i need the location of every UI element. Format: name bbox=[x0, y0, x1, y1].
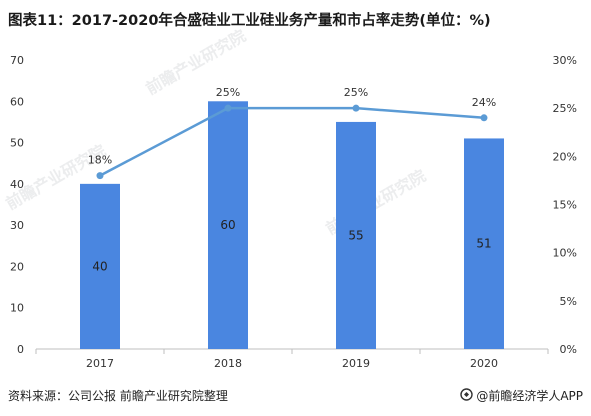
line-value-label: 25% bbox=[216, 86, 240, 99]
y-left-tick-label: 0 bbox=[17, 343, 24, 356]
bar bbox=[464, 138, 504, 349]
data-labels: 40 60 55 51 18% 25% 25% 24% bbox=[88, 86, 496, 273]
bar-value-label: 60 bbox=[220, 218, 235, 232]
bar bbox=[80, 183, 120, 349]
y-right-tick-label: 15% bbox=[553, 199, 577, 212]
y-left-tick-label: 20 bbox=[10, 260, 24, 273]
bar bbox=[336, 121, 376, 349]
line-point bbox=[224, 104, 232, 112]
share-line bbox=[99, 106, 485, 177]
brand-credit: @前瞻经济学人APP bbox=[460, 387, 583, 404]
y-right-tick-label: 0% bbox=[560, 343, 577, 356]
y-right-tick-label: 25% bbox=[553, 102, 577, 115]
chart-axes: 2017 2018 2019 2020 0 10 20 30 40 50 60 70 0% 5% 10% 15… bbox=[10, 54, 577, 370]
bar bbox=[208, 101, 248, 350]
line-value-label: 24% bbox=[472, 96, 496, 109]
x-tick-label: 2017 bbox=[86, 357, 114, 370]
y-left-tick-label: 50 bbox=[10, 137, 24, 150]
y-left-tick-label: 60 bbox=[10, 95, 24, 108]
line-point bbox=[352, 104, 360, 112]
y-left-tick-label: 10 bbox=[10, 302, 24, 315]
line-value-label: 18% bbox=[88, 154, 112, 167]
x-tick-label: 2020 bbox=[470, 357, 498, 370]
bar-value-label: 51 bbox=[476, 237, 491, 251]
source-note: 资料来源：公司公报 前瞻产业研究院整理 bbox=[8, 389, 228, 403]
bar-series bbox=[80, 101, 504, 350]
x-tick-label: 2018 bbox=[214, 357, 242, 370]
line-point bbox=[480, 114, 488, 122]
brand-text: @前瞻经济学人APP bbox=[476, 389, 583, 403]
y-left-tick-label: 70 bbox=[10, 54, 24, 67]
chart-title: 图表11：2017-2020年合盛硅业工业硅业务产量和市占率走势(单位：%) bbox=[8, 13, 491, 29]
line-value-label: 25% bbox=[344, 86, 368, 99]
y-left-tick-label: 40 bbox=[10, 178, 24, 191]
y-right-tick-label: 30% bbox=[553, 54, 577, 67]
y-left-tick-label: 30 bbox=[10, 219, 24, 232]
bar-value-label: 40 bbox=[92, 259, 107, 273]
bar-value-label: 55 bbox=[348, 228, 363, 242]
y-right-tick-label: 10% bbox=[553, 247, 577, 260]
x-tick-label: 2019 bbox=[342, 357, 370, 370]
y-right-tick-label: 5% bbox=[560, 295, 577, 308]
y-right-tick-label: 20% bbox=[553, 150, 577, 163]
line-point bbox=[96, 172, 104, 180]
brand-logo-icon bbox=[460, 387, 474, 404]
line-series bbox=[96, 104, 488, 180]
